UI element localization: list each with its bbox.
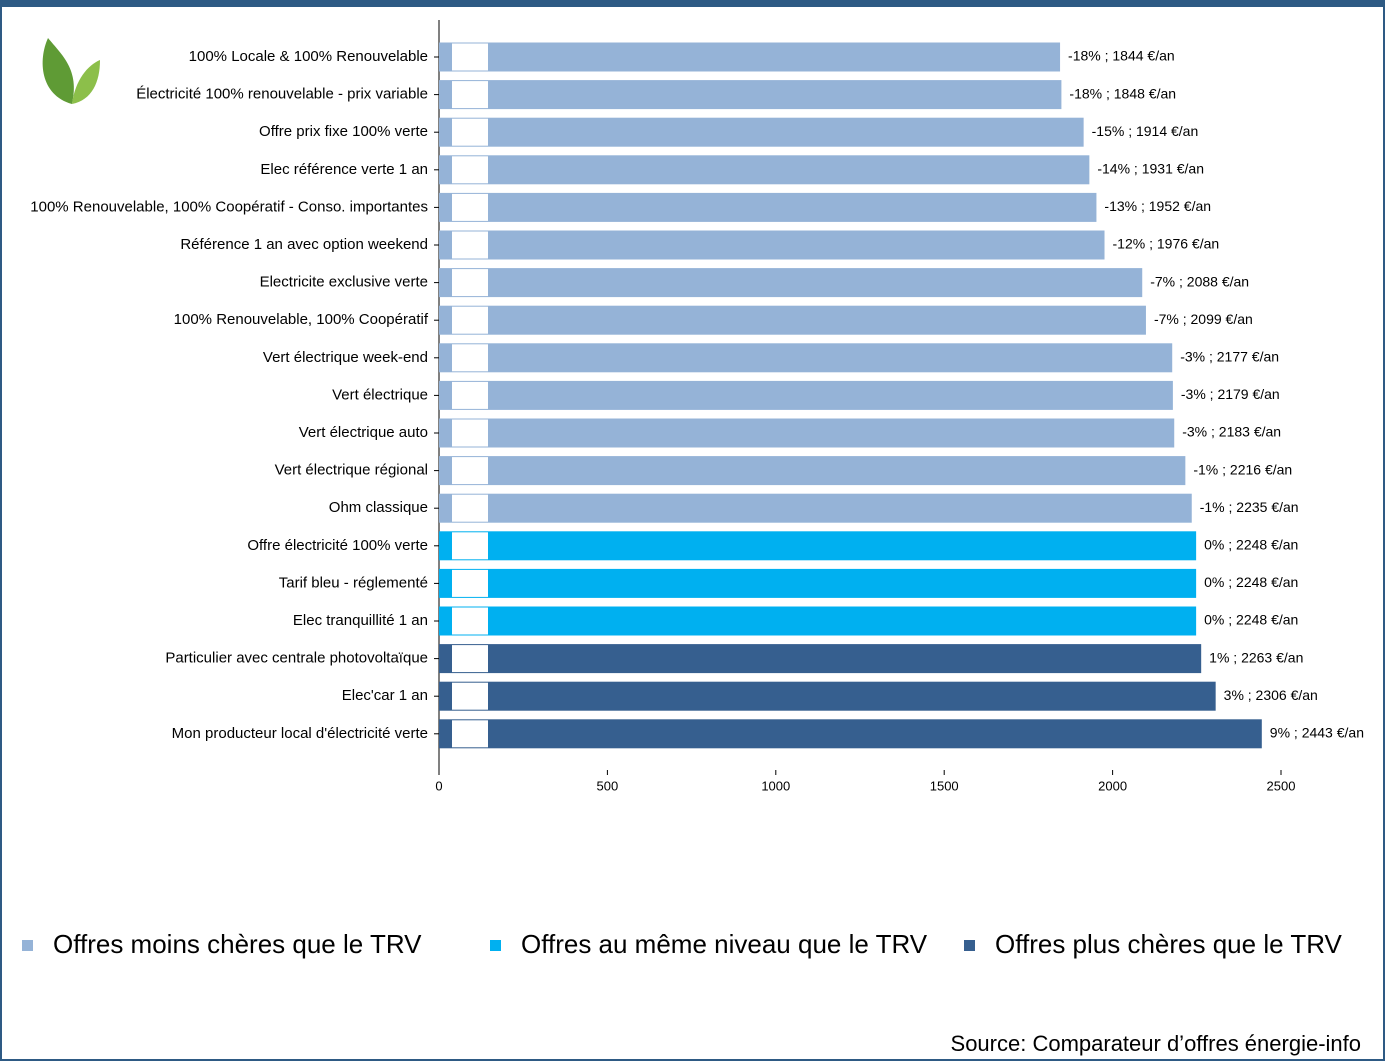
logo [452,306,488,334]
bar [439,644,1202,674]
x-tick-label: 0 [435,778,442,793]
logo [452,193,488,221]
bar [439,305,1146,335]
category-label: Elec référence verte 1 an [260,161,428,178]
value-label: 0% ; 2248 €/an [1204,612,1298,628]
logo [452,344,488,372]
bar [439,80,1062,110]
logo [452,118,488,146]
category-label: Vert électrique auto [299,424,428,441]
logo [452,43,488,71]
bar [439,719,1262,749]
bar [439,155,1090,185]
value-label: -7% ; 2099 €/an [1154,311,1253,327]
bar [439,117,1084,147]
value-label: -1% ; 2216 €/an [1193,461,1292,477]
value-label: -3% ; 2179 €/an [1181,386,1280,402]
legend-label: Offres moins chères que le TRV [53,929,422,959]
category-label: Vert électrique week-end [263,349,428,366]
bar [439,42,1061,72]
bar [439,192,1097,222]
category-label: Ohm classique [329,499,428,516]
value-label: 9% ; 2443 €/an [1270,725,1364,741]
value-label: -13% ; 1952 €/an [1104,198,1211,214]
value-label: -15% ; 1914 €/an [1092,123,1199,139]
bar [439,681,1216,711]
top-band [0,0,1385,7]
value-label: 0% ; 2248 €/an [1204,574,1298,590]
bar [439,418,1175,448]
legend-label: Offres au même niveau que le TRV [521,929,928,959]
leaf-icon [42,38,100,104]
logo [452,81,488,109]
category-label: 100% Renouvelable, 100% Coopératif - Con… [30,198,428,215]
value-label: 1% ; 2263 €/an [1209,649,1303,665]
value-label: -3% ; 2177 €/an [1180,349,1279,365]
value-label: -18% ; 1848 €/an [1069,85,1176,101]
legend-swatch [22,940,33,951]
x-tick-label: 2000 [1098,778,1127,793]
x-tick-label: 1000 [761,778,790,793]
bar [439,531,1197,561]
category-label: Elec'car 1 an [342,687,428,704]
legend-swatch [964,940,975,951]
category-label: Vert électrique régional [275,462,428,479]
logo [452,381,488,409]
logo [452,231,488,259]
value-label: -1% ; 2235 €/an [1200,499,1299,515]
category-label: Offre prix fixe 100% verte [259,123,428,140]
legend-swatch [490,940,501,951]
bar [439,268,1143,298]
source: Source: Comparateur d’offres énergie-inf… [951,1031,1361,1056]
logo [452,156,488,184]
value-label: -3% ; 2183 €/an [1182,424,1281,440]
legend-label: Offres plus chères que le TRV [995,929,1343,959]
logo [452,569,488,597]
logo [452,269,488,297]
category-label: Mon producteur local d'électricité verte [172,725,428,742]
category-label: Électricité 100% renouvelable - prix var… [136,86,428,103]
bar [439,568,1197,598]
category-label: Elec tranquillité 1 an [293,612,428,629]
category-label: Vert électrique [332,386,428,403]
x-tick-label: 2500 [1267,778,1296,793]
category-label: Particulier avec centrale photovoltaïque [165,650,428,667]
logo [452,419,488,447]
value-label: 0% ; 2248 €/an [1204,537,1298,553]
category-label: Tarif bleu - réglementé [279,574,428,591]
logo [452,494,488,522]
bar [439,493,1192,523]
logo [452,607,488,635]
category-label: Référence 1 an avec option weekend [180,236,428,253]
bar [439,380,1173,410]
logo [452,532,488,560]
category-label: Electricite exclusive verte [260,274,428,291]
bar [439,343,1173,373]
logo [452,457,488,485]
value-label: -12% ; 1976 €/an [1113,236,1220,252]
bar [439,606,1197,636]
value-label: -7% ; 2088 €/an [1150,273,1249,289]
logo [452,645,488,673]
category-label: 100% Locale & 100% Renouvelable [189,48,428,65]
x-tick-label: 1500 [930,778,959,793]
x-tick-label: 500 [597,778,619,793]
category-label: Offre électricité 100% verte [247,537,428,554]
bar [439,456,1186,486]
logo [452,720,488,748]
bar [439,230,1105,260]
value-label: -14% ; 1931 €/an [1097,161,1204,177]
value-label: 3% ; 2306 €/an [1224,687,1318,703]
value-label: -18% ; 1844 €/an [1068,48,1175,64]
category-label: 100% Renouvelable, 100% Coopératif [174,311,429,328]
logo [452,682,488,710]
